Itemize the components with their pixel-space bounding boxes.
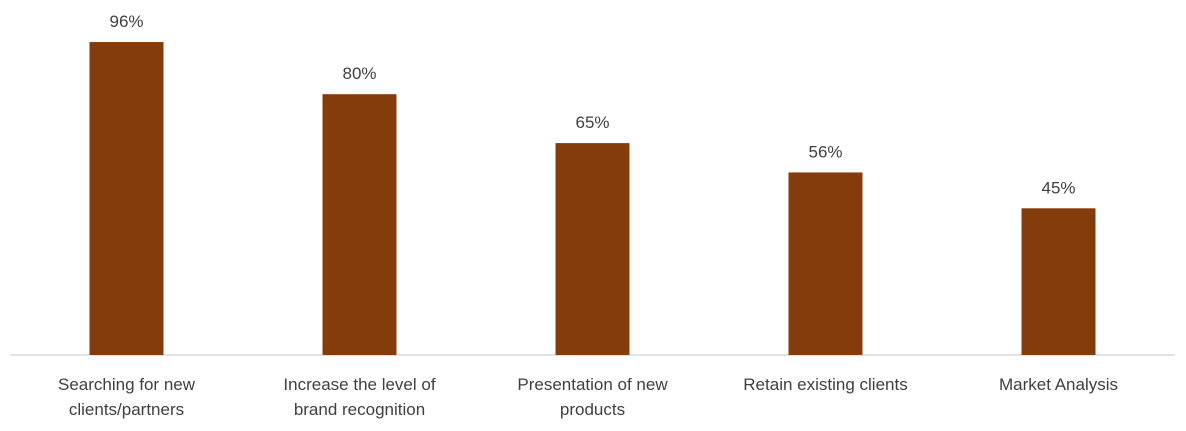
category-label: Market Analysis — [998, 375, 1119, 394]
bar — [1021, 208, 1096, 355]
data-label: 65% — [575, 113, 609, 132]
bar — [322, 94, 397, 355]
bar — [788, 172, 863, 355]
data-labels-group: 96% 80% 65% 56% 45% — [109, 12, 1075, 197]
bar — [89, 42, 164, 355]
category-label: Increase the level of brand recognition — [283, 375, 436, 419]
bars-group — [89, 42, 1096, 355]
data-label: 56% — [808, 142, 842, 161]
data-label: 45% — [1041, 178, 1075, 197]
data-label: 96% — [109, 12, 143, 31]
category-label: Presentation of new products — [517, 375, 668, 419]
category-label: Retain existing clients — [743, 375, 908, 394]
data-label: 80% — [342, 64, 376, 83]
bar — [555, 143, 630, 355]
category-label: Searching for new clients/partners — [57, 375, 196, 419]
